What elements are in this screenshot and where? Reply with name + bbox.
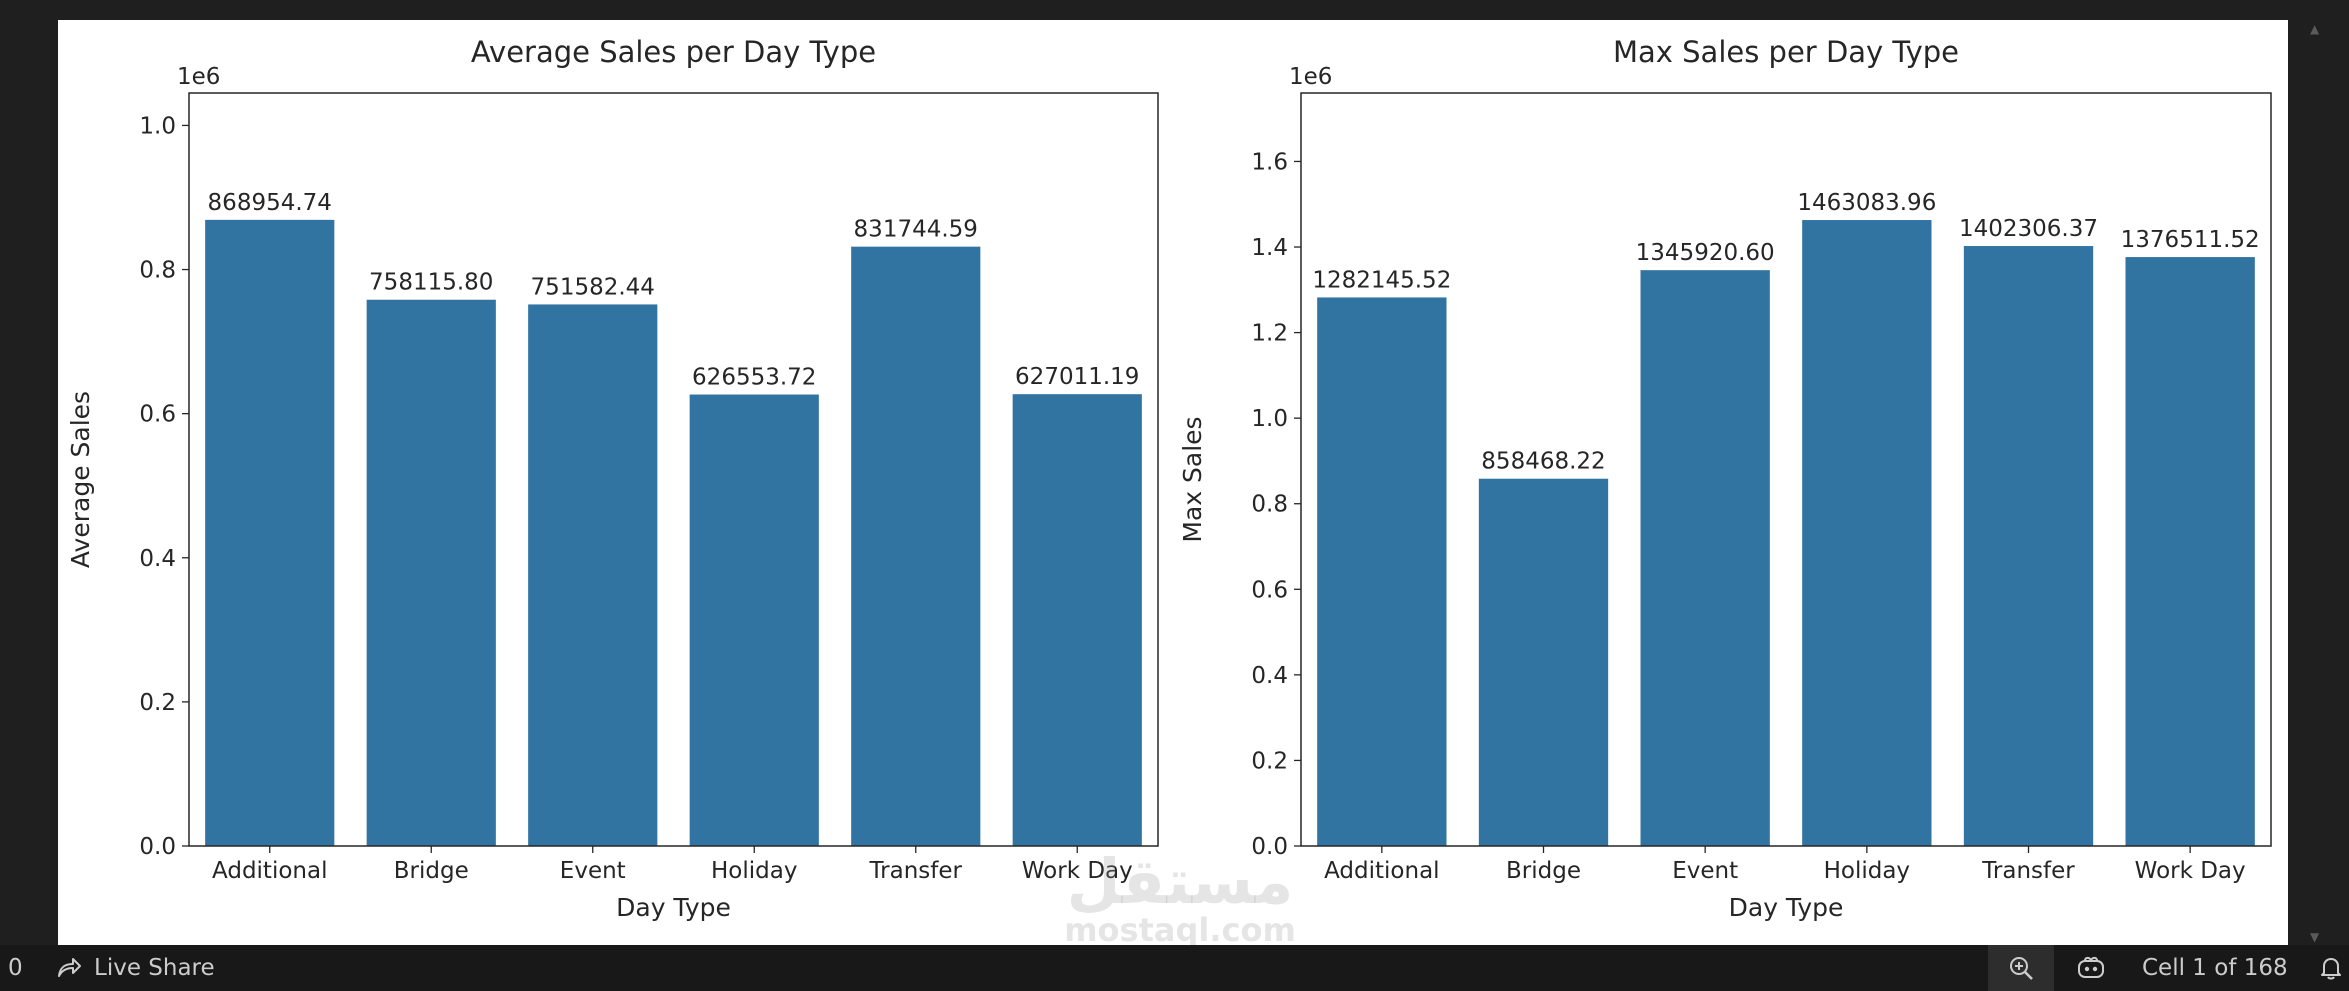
chart2-x-tick-label: Additional [1324,858,1439,884]
chart2-y-tick-label: 1.6 [1251,149,1288,175]
chart1-bar-value-label: 868954.74 [208,190,332,216]
chart2-y-tick-label: 0.6 [1251,577,1288,603]
chart2-x-tick-label: Work Day [2135,858,2246,884]
chart1-y-axis-label: Average Sales [66,391,95,568]
chart1-title: Average Sales per Day Type [471,35,876,69]
chart2-bar [1802,220,1932,846]
chart-figure: 868954.74 Additional 758115.80 Bridge 751582… [58,20,2288,945]
chart1-offset-text: 1e6 [177,64,220,90]
chart1-x-tick-label: Bridge [394,858,469,884]
copilot-button[interactable] [2076,945,2116,991]
chart1-x-axis-label: Day Type [616,893,731,922]
chart2-y-tick-label: 1.4 [1251,235,1288,261]
editor-gutter [0,20,58,945]
chart1-y-tick-label: 1.0 [139,113,176,139]
chart2-bar-value-label: 1345920.60 [1636,240,1775,266]
zoom-button[interactable] [1988,945,2054,991]
chart2-bar-value-label: 1402306.37 [1959,216,2098,242]
chart2-bar-value-label: 1463083.96 [1797,190,1936,216]
chart2-axes-frame [1300,92,2272,847]
cell-indicator[interactable]: Cell 1 of 168 [2142,955,2288,981]
live-share-label: Live Share [94,955,215,981]
chart2-x-tick-label: Holiday [1824,858,1910,884]
status-bar: 0 Live Share Cell 1 of 168 [0,945,2349,991]
zoom-icon [2010,957,2033,980]
chart2-x-tick-label: Transfer [1981,858,2075,884]
chart1-y-tick-label: 0.2 [139,690,176,716]
chart1-bar-value-label: 831744.59 [854,217,978,243]
chart1-y-tick-label: 0.4 [139,546,176,572]
chart2-y-tick-label: 0.2 [1251,748,1288,774]
chart2-y-axis-label: Max Sales [1178,416,1207,542]
chart2-y-tick-label: 0.8 [1251,492,1288,518]
chart1-x-tick-label: Work Day [1022,858,1133,884]
live-share-icon [58,958,81,977]
chart1-axes-frame [188,92,1159,847]
chart2-y-tick-label: 1.2 [1251,321,1288,347]
chart2-x-tick-label: Bridge [1506,858,1581,884]
notifications-button[interactable] [2318,945,2348,991]
chart2-y-tick-label: 0.0 [1251,834,1288,860]
scroll-down-icon[interactable]: ▼ [2310,930,2320,944]
status-count[interactable]: 0 [8,955,23,981]
chart1-bar [851,246,981,847]
chart1-x-tick-label: Additional [212,858,327,884]
chart2-bar-value-label: 1282145.52 [1312,267,1451,293]
chart1-bar-value-label: 626553.72 [692,365,816,391]
chart1-bar-value-label: 758115.80 [369,270,493,296]
chart2-x-axis-label: Day Type [1729,893,1844,922]
scroll-up-icon[interactable]: ▲ [2310,22,2320,36]
chart2-bar [1478,478,1609,846]
chart2-bar [2125,257,2255,846]
chart1-bar [205,219,335,847]
copilot-icon [2078,956,2104,978]
chart1-bar [689,394,819,846]
editor-top-bar [0,0,2349,20]
chart1-bar-value-label: 627011.19 [1015,364,1139,390]
chart2-bar [1963,246,2094,847]
chart2-bar [1317,297,1447,847]
chart1-y-tick-label: 0.8 [139,258,176,284]
bell-icon [2321,958,2341,980]
chart2-x-tick-label: Event [1672,858,1738,884]
chart2-bar-value-label: 858468.22 [1481,449,1605,475]
chart1-bar-value-label: 751582.44 [531,274,655,300]
chart2-y-tick-label: 0.4 [1251,663,1288,689]
chart2-bar [1640,270,1770,846]
charts-svg: 868954.74 Additional 758115.80 Bridge 751582… [66,35,2272,922]
chart2-y-tick-label: 1.0 [1251,406,1288,432]
chart1-bar [528,304,658,847]
chart2-bar-value-label: 1376511.52 [2121,227,2260,253]
chart1-x-tick-label: Transfer [869,858,963,884]
chart1-x-tick-label: Holiday [711,858,797,884]
chart1-bar [1012,394,1142,846]
chart2-title: Max Sales per Day Type [1613,35,1959,69]
editor-scrollbar-track[interactable] [2288,20,2349,945]
chart1-bar [366,299,496,847]
chart1-y-tick-label: 0.0 [139,834,176,860]
chart1-y-tick-label: 0.6 [139,402,176,428]
chart2-offset-text: 1e6 [1289,64,1332,90]
chart1-x-tick-label: Event [560,858,626,884]
